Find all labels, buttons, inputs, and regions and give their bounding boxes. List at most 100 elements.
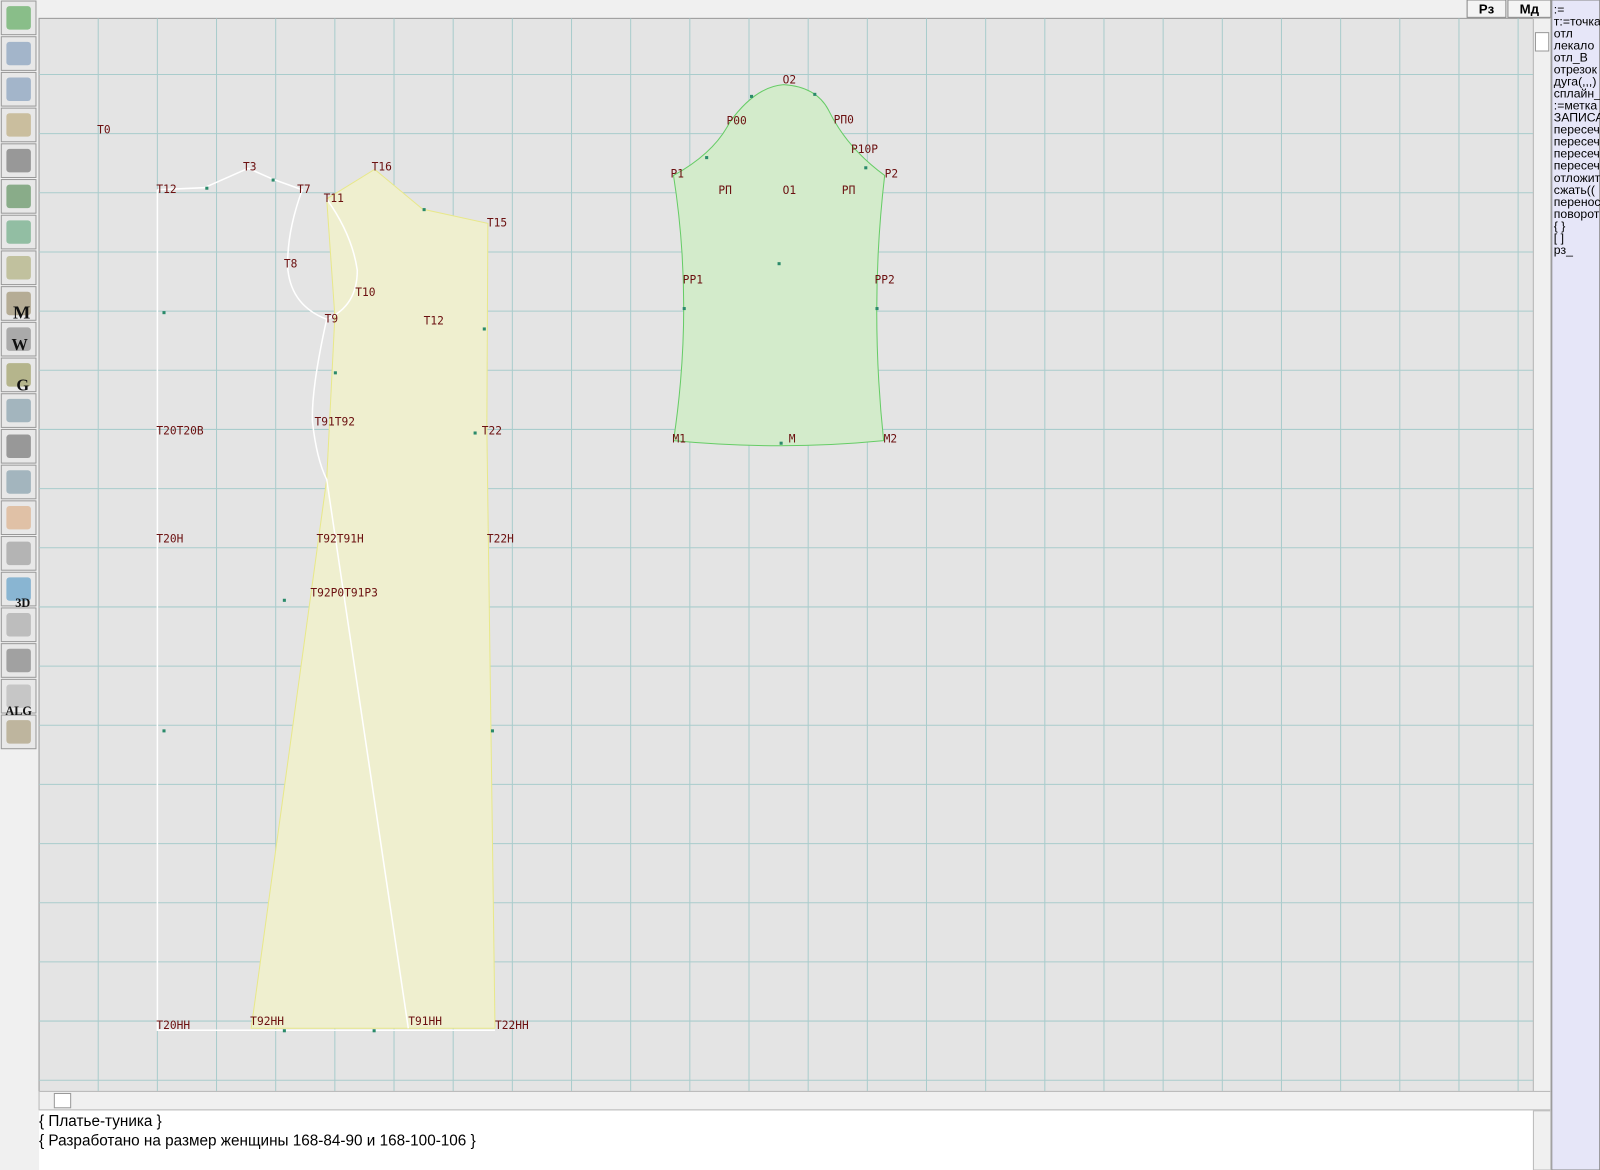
point-label: Т7	[297, 183, 311, 196]
tool-icon	[6, 113, 31, 137]
command: пересеч	[1554, 123, 1600, 137]
point-label: Т20НН	[156, 1019, 190, 1032]
command-list: :=т:=точкаотллекалоотл_Вотрезокдуга(,,,)…	[1554, 2, 1600, 257]
point-label: Т0	[97, 124, 111, 137]
tool-icon	[6, 541, 31, 566]
icon-letter: G	[16, 376, 29, 395]
point-marker	[333, 371, 337, 375]
command: пересеч	[1554, 147, 1600, 161]
tool-icon	[6, 256, 31, 280]
button[interactable]	[1466, 0, 1507, 18]
icon-letter: M	[13, 302, 30, 322]
point-label: РР2	[874, 274, 894, 287]
back-piece	[156, 167, 496, 1032]
point-label: РП	[842, 184, 856, 197]
point-marker	[162, 729, 166, 733]
command: :=	[1554, 2, 1565, 16]
command: пересеч	[1554, 135, 1600, 149]
point-label: Т11	[324, 192, 344, 205]
tool-icon	[6, 577, 31, 601]
scroll-thumb[interactable]	[1534, 32, 1550, 52]
tool-icon	[6, 434, 31, 459]
command: перенос	[1554, 195, 1600, 209]
command: ЗАПИСА	[1554, 111, 1600, 125]
point-label: Т10	[355, 286, 376, 299]
point-label: Т12	[424, 314, 444, 327]
icon-letter: 3D	[15, 596, 30, 610]
tool-icon	[6, 363, 31, 387]
point-label: Р2	[885, 167, 899, 180]
command: рз_	[1554, 243, 1573, 257]
point-label: Т16	[372, 160, 393, 173]
command: :=метка	[1554, 99, 1598, 113]
button[interactable]	[1507, 0, 1552, 18]
point-label: Т91Т92	[314, 415, 355, 428]
command-panel	[1551, 0, 1600, 1170]
point-label: М2	[884, 433, 898, 446]
tool-icon	[6, 648, 31, 673]
toolbar: MW G 3D ALG	[0, 0, 37, 750]
command: лекало	[1554, 38, 1595, 52]
command: поворот	[1554, 207, 1600, 221]
point-marker	[682, 307, 686, 311]
point-label: РР1	[683, 274, 703, 287]
point-marker	[779, 441, 783, 445]
point-label: Т22	[482, 425, 502, 438]
point-marker	[282, 598, 286, 602]
tool-icon	[6, 41, 31, 66]
point-label: Т22Н	[487, 533, 514, 546]
point-marker	[490, 729, 494, 733]
icon-letter: W	[12, 335, 29, 354]
command: сжать((	[1554, 183, 1595, 197]
point-marker	[205, 186, 209, 190]
command: т:=точка	[1554, 14, 1600, 28]
icon-letter: ALG	[5, 704, 32, 718]
point-marker	[864, 166, 868, 170]
button-label[interactable]: Рз	[1479, 1, 1495, 16]
command: [ ]	[1554, 231, 1564, 245]
point-marker	[482, 327, 486, 331]
tool-icon	[6, 6, 31, 30]
point-label: Т15	[487, 216, 507, 229]
point-label: Т20Н	[156, 533, 183, 546]
point-label: Т9	[325, 312, 339, 325]
text-area	[39, 1110, 1534, 1170]
point-marker	[777, 262, 781, 266]
point-label: РП0	[834, 113, 855, 126]
tool-icon	[6, 291, 31, 316]
v-scrollbar[interactable]	[1532, 1110, 1552, 1170]
button-label[interactable]: Мд	[1520, 1, 1540, 16]
tool-icon	[6, 505, 31, 530]
tool-icon	[6, 148, 31, 173]
scroll-thumb[interactable]	[53, 1092, 72, 1109]
point-label: Р00	[727, 114, 748, 127]
point-label: Т20Т20В	[156, 425, 204, 438]
point-label: М1	[672, 433, 686, 446]
point-label: Т91НН	[408, 1015, 442, 1028]
command: отложит	[1554, 171, 1600, 185]
point-label: Т92Р0Т91Р3	[310, 587, 378, 600]
command: { }	[1554, 219, 1566, 233]
v-scrollbar[interactable]	[1532, 17, 1552, 1092]
tool-icon	[6, 684, 31, 708]
grid	[39, 18, 1534, 1092]
point-label: Р1	[670, 167, 684, 180]
tool-icon	[6, 613, 31, 637]
point-label: Т12	[156, 183, 176, 196]
point-label: Т22НН	[495, 1019, 529, 1032]
point-label: О1	[783, 184, 797, 197]
command: отл_В	[1554, 50, 1588, 64]
h-scrollbar[interactable]	[38, 1090, 1552, 1111]
point-marker	[813, 92, 817, 96]
point-label: Т8	[284, 257, 298, 270]
point-label: М	[789, 433, 796, 446]
tool-icon	[6, 720, 31, 744]
point-marker	[372, 1029, 376, 1033]
point-label: РП	[718, 184, 732, 197]
point-marker	[875, 307, 879, 311]
tool-icon	[6, 327, 31, 351]
point-marker	[162, 311, 166, 315]
point-marker	[422, 208, 426, 212]
